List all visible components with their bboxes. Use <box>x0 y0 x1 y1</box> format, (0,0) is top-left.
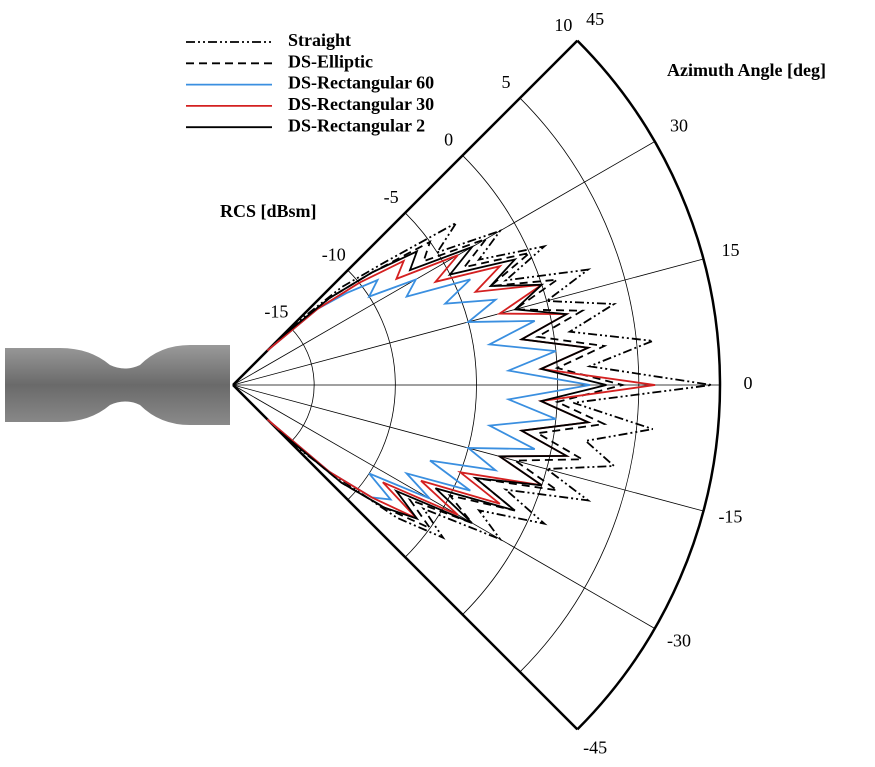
grid-spoke <box>232 141 655 386</box>
azimuth-tick-label: -15 <box>718 506 742 526</box>
grid-spoke <box>232 384 655 629</box>
azimuth-tick-label: 15 <box>721 240 739 260</box>
legend-label: DS-Elliptic <box>288 51 373 71</box>
azimuth-tick-label: -30 <box>667 631 691 651</box>
radial-axis-label: RCS [dBsm] <box>220 201 317 221</box>
radial-tick-label: 0 <box>444 130 453 150</box>
sector-edge <box>232 384 579 731</box>
sector-edge <box>232 39 579 386</box>
azimuth-tick-label: -45 <box>583 737 607 757</box>
series-line <box>266 254 656 520</box>
radial-tick-label: -5 <box>384 187 399 207</box>
legend-label: DS-Rectangular 2 <box>288 115 425 135</box>
series-line <box>289 222 713 542</box>
radial-tick-label: 10 <box>554 15 572 35</box>
series-line <box>278 237 627 531</box>
legend-label: Straight <box>288 30 351 50</box>
series-line <box>278 245 607 524</box>
azimuth-tick-label: 45 <box>586 9 604 29</box>
legend-label: DS-Rectangular 60 <box>288 73 434 93</box>
radial-tick-label: 5 <box>501 72 510 92</box>
series-line <box>266 277 591 501</box>
legend-label: DS-Rectangular 30 <box>288 94 434 114</box>
radial-tick-label: -10 <box>322 244 346 264</box>
radial-tick-label: -15 <box>264 302 288 322</box>
azimuth-tick-label: 30 <box>670 116 688 136</box>
azimuth-axis-label: Azimuth Angle [deg] <box>667 60 826 80</box>
nozzle-image <box>5 345 230 425</box>
azimuth-tick-label: 0 <box>744 373 753 393</box>
